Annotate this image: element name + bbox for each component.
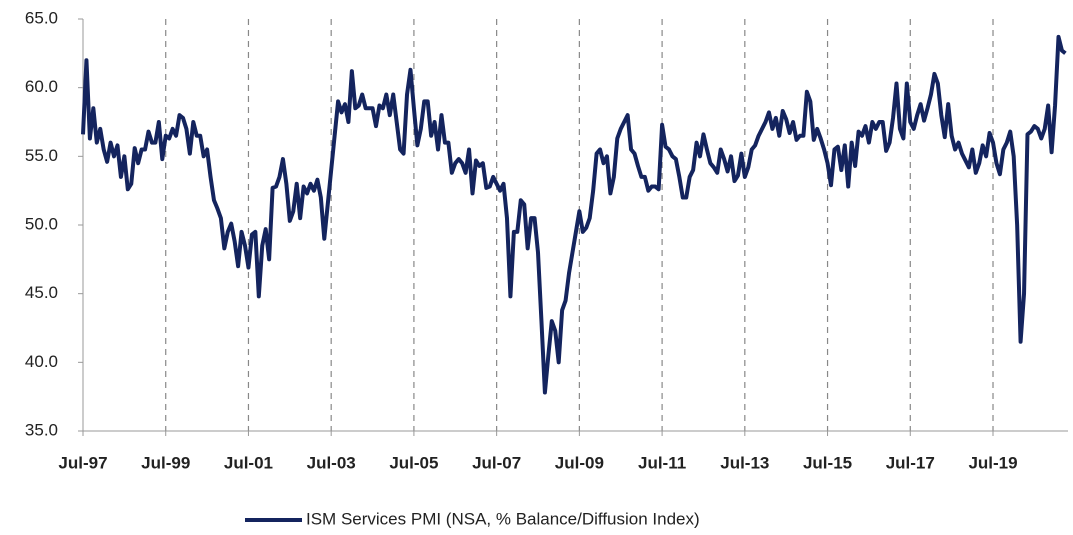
- legend-label: ISM Services PMI (NSA, % Balance/Diffusi…: [306, 509, 700, 528]
- x-tick-label: Jul-17: [886, 453, 935, 472]
- y-tick-label: 40.0: [25, 352, 58, 371]
- x-tick-label: Jul-07: [472, 453, 521, 472]
- x-tick-label: Jul-15: [803, 453, 852, 472]
- x-tick-label: Jul-13: [720, 453, 769, 472]
- y-tick-label: 60.0: [25, 77, 58, 96]
- x-tick-label: Jul-05: [389, 453, 438, 472]
- y-tick-label: 65.0: [25, 8, 58, 27]
- y-tick-label: 35.0: [25, 420, 58, 439]
- series-line: [81, 34, 1067, 395]
- x-tick-label: Jul-01: [224, 453, 273, 472]
- x-tick-label: Jul-09: [555, 453, 604, 472]
- y-tick-label: 45.0: [25, 283, 58, 302]
- y-tick-label: 55.0: [25, 146, 58, 165]
- x-tick-label: Jul-11: [638, 453, 686, 472]
- x-tick-label: Jul-03: [307, 453, 356, 472]
- x-tick-label: Jul-19: [968, 453, 1017, 472]
- y-tick-label: 50.0: [25, 214, 58, 233]
- x-tick-label: Jul-97: [58, 453, 107, 472]
- x-tick-label: Jul-99: [141, 453, 190, 472]
